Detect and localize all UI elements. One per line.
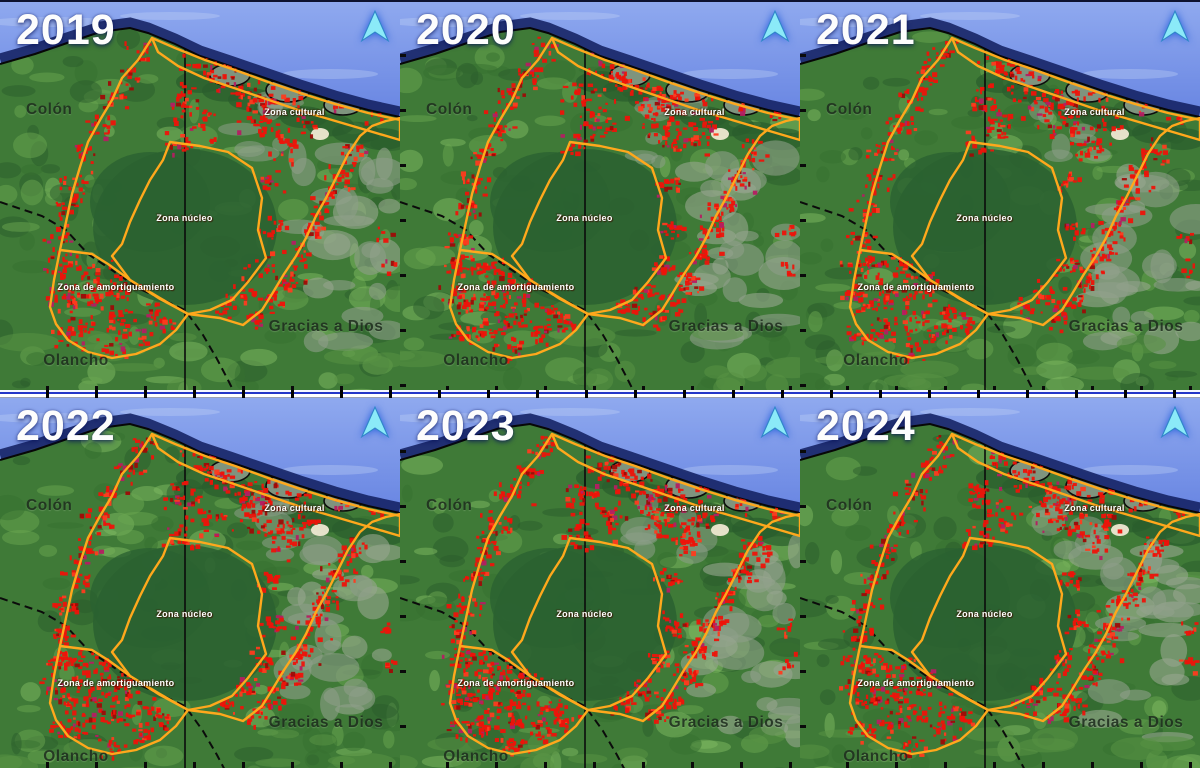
label-zona-nucleo: Zona núcleo (556, 609, 613, 619)
label-zona-nucleo: Zona núcleo (156, 609, 213, 619)
north-arrow-icon (360, 405, 390, 439)
satellite-map (800, 2, 1200, 392)
label-colon: Colón (826, 101, 873, 118)
label-zona-nucleo: Zona núcleo (156, 213, 213, 223)
label-zona-cultural: Zona cultural (264, 107, 325, 117)
label-colon: Colón (26, 497, 73, 514)
label-zona-amortiguamiento: Zona de amortiguamiento (857, 282, 975, 292)
map-panel-2019: 2019 Colón Zona cultural Zona núcleo Zon… (0, 0, 403, 392)
year-label: 2023 (416, 402, 516, 450)
satellite-map (0, 2, 400, 392)
label-gracias-a-dios: Gracias a Dios (1068, 318, 1184, 335)
north-arrow-icon (760, 9, 790, 43)
label-zona-amortiguamiento: Zona de amortiguamiento (457, 282, 575, 292)
label-olancho: Olancho (443, 352, 509, 369)
label-zona-nucleo: Zona núcleo (956, 213, 1013, 223)
north-arrow-icon (1160, 9, 1190, 43)
label-zona-amortiguamiento: Zona de amortiguamiento (57, 282, 175, 292)
label-olancho: Olancho (843, 352, 909, 369)
label-zona-amortiguamiento: Zona de amortiguamiento (457, 678, 575, 688)
label-colon: Colón (26, 101, 73, 118)
label-gracias-a-dios: Gracias a Dios (668, 714, 784, 731)
label-zona-cultural: Zona cultural (1064, 503, 1125, 513)
label-zona-nucleo: Zona núcleo (956, 609, 1013, 619)
map-panel-2024: 2024 Colón Zona cultural Zona núcleo Zon… (800, 398, 1200, 768)
year-label: 2022 (16, 402, 116, 450)
north-arrow-icon (360, 9, 390, 43)
label-zona-amortiguamiento: Zona de amortiguamiento (857, 678, 975, 688)
map-panel-2023: 2023 Colón Zona cultural Zona núcleo Zon… (400, 398, 803, 768)
year-label: 2024 (816, 402, 916, 450)
label-gracias-a-dios: Gracias a Dios (668, 318, 784, 335)
label-zona-cultural: Zona cultural (664, 107, 725, 117)
north-arrow-icon (1160, 405, 1190, 439)
label-colon: Colón (426, 497, 473, 514)
year-label: 2019 (16, 6, 116, 54)
label-zona-amortiguamiento: Zona de amortiguamiento (57, 678, 175, 688)
year-label: 2021 (816, 6, 916, 54)
satellite-map (400, 2, 800, 392)
label-gracias-a-dios: Gracias a Dios (1068, 714, 1184, 731)
map-panel-2020: 2020 Colón Zona cultural Zona núcleo Zon… (400, 0, 803, 392)
label-zona-cultural: Zona cultural (1064, 107, 1125, 117)
label-gracias-a-dios: Gracias a Dios (268, 714, 384, 731)
label-colon: Colón (426, 101, 473, 118)
satellite-map (800, 398, 1200, 768)
map-frame-strip (0, 390, 1200, 398)
year-label: 2020 (416, 6, 516, 54)
label-olancho: Olancho (43, 748, 109, 765)
north-arrow-icon (760, 405, 790, 439)
label-olancho: Olancho (843, 748, 909, 765)
satellite-map (400, 398, 800, 768)
satellite-map (0, 398, 400, 768)
label-olancho: Olancho (43, 352, 109, 369)
label-colon: Colón (826, 497, 873, 514)
label-zona-nucleo: Zona núcleo (556, 213, 613, 223)
label-zona-cultural: Zona cultural (264, 503, 325, 513)
label-olancho: Olancho (443, 748, 509, 765)
map-panel-2022: 2022 Colón Zona cultural Zona núcleo Zon… (0, 398, 403, 768)
map-panel-2021: 2021 Colón Zona cultural Zona núcleo Zon… (800, 0, 1200, 392)
label-zona-cultural: Zona cultural (664, 503, 725, 513)
label-gracias-a-dios: Gracias a Dios (268, 318, 384, 335)
